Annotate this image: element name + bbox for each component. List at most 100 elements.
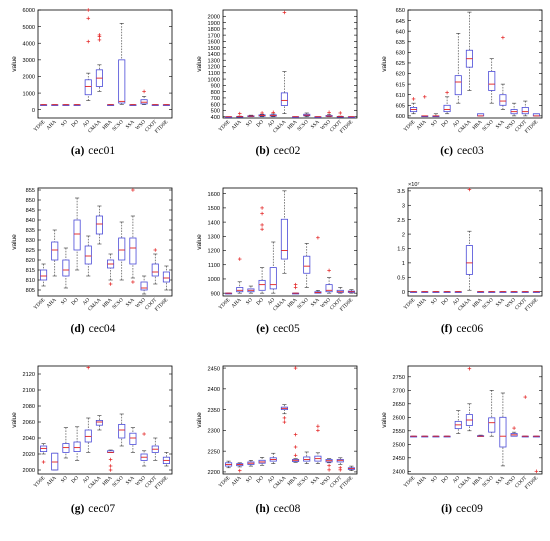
category-label: CMAA — [272, 297, 287, 312]
y-tick-label: 2000 — [208, 14, 220, 20]
outlier-marker — [86, 16, 91, 21]
box-DO — [73, 197, 81, 271]
box-AO — [269, 452, 277, 464]
category-label: SSA — [495, 475, 506, 486]
box-YDSE — [40, 104, 48, 106]
y-tick-label: 2500 — [393, 443, 405, 449]
chart-cec02: 4005006007008009001000110012001300140015… — [196, 9, 358, 135]
category-label: AHA — [45, 297, 57, 309]
box-FTDSE — [162, 265, 170, 291]
category-label: AHA — [415, 119, 427, 131]
iqr-box — [84, 79, 92, 96]
y-tick-label: 2650 — [393, 402, 405, 408]
category-label: SCSO — [296, 119, 310, 133]
category-label: AHA — [230, 297, 242, 309]
box-CMAA — [280, 10, 288, 114]
y-multiplier: ×10⁷ — [408, 181, 420, 188]
outlier-marker — [327, 110, 331, 115]
category-label: AO — [82, 475, 92, 485]
box-SSA — [314, 424, 322, 464]
chart-cec07: 2000 2020 2040 2060 2080 2100 2120 value YDSEAHA… — [11, 365, 173, 491]
y-tick-label: 600 — [211, 102, 220, 108]
iqr-box — [280, 92, 288, 106]
panel-caption: (a) cec01 — [5, 145, 181, 157]
y-tick-label: 610 — [396, 93, 405, 99]
box-FTDSE — [532, 435, 540, 474]
box-DO — [443, 90, 451, 115]
y-tick-label: 850 — [26, 198, 35, 204]
category-label: AHA — [230, 119, 242, 131]
iqr-box — [236, 287, 244, 293]
box-COOT — [151, 248, 159, 285]
y-tick-label: 835 — [26, 228, 35, 234]
box-COOT — [521, 395, 529, 438]
y-tick-label: 900 — [211, 84, 220, 90]
outlier-marker — [131, 280, 135, 284]
outlier-marker — [293, 445, 298, 449]
box-AO — [269, 241, 277, 294]
outlier-marker — [422, 95, 427, 99]
category-label: AO — [267, 297, 277, 307]
y-tick-label: 1000 — [23, 91, 35, 97]
y-axis-label: value — [11, 56, 18, 72]
y-tick-label: 2.5 — [397, 218, 405, 224]
category-label: SSA — [125, 297, 136, 308]
outlier-marker — [153, 248, 158, 252]
box-FTDSE — [162, 452, 170, 467]
box-SO — [432, 113, 440, 118]
chart-cec03: 600 605 610 615 620 625 630 635 640 645 650 value YD… — [381, 8, 543, 135]
y-axis-label: value — [381, 412, 388, 428]
outlier-marker — [282, 416, 287, 420]
iqr-box — [488, 417, 496, 433]
panel-letter: (d) — [70, 323, 85, 335]
y-tick-label: 2100 — [23, 388, 35, 394]
outlier-marker — [282, 420, 287, 424]
y-tick-label: 1200 — [208, 249, 220, 255]
category-label: SO — [245, 297, 254, 306]
outlier-marker — [467, 366, 472, 371]
panel-letter: (e) — [256, 323, 269, 335]
category-label: CMAA — [272, 119, 287, 134]
category-label: SO — [245, 475, 254, 484]
box-SSA — [499, 35, 507, 110]
y-tick-label: 2750 — [393, 375, 405, 381]
y-tick-label: 810 — [26, 278, 35, 284]
panel-letter: (i) — [441, 503, 453, 515]
panel-caption: (h) cec08 — [190, 503, 366, 515]
panel-letter: (c) — [440, 145, 453, 157]
box-COOT — [151, 104, 159, 106]
category-label: SSA — [125, 475, 136, 486]
y-axis-label: value — [196, 412, 203, 428]
box-YDSE — [40, 263, 48, 287]
iqr-box — [129, 237, 137, 265]
box-DO — [258, 111, 266, 118]
category-label: AHA — [415, 297, 427, 309]
outlier-marker — [293, 453, 298, 458]
y-tick-label: 1300 — [208, 58, 220, 64]
y-tick-label: 1 — [402, 261, 405, 267]
y-tick-label: 2300 — [208, 429, 220, 435]
category-label: YDSE — [33, 119, 47, 133]
outlier-marker — [108, 468, 113, 472]
box-HBA — [477, 291, 485, 293]
box-WSO — [140, 275, 148, 295]
category-label: SO — [245, 119, 254, 128]
outlier-marker — [108, 282, 113, 286]
iqr-box — [151, 263, 159, 277]
box-SO — [247, 285, 255, 294]
iqr-box — [118, 423, 126, 439]
y-tick-label: 1100 — [208, 263, 220, 269]
outlier-marker — [501, 35, 505, 40]
box-WSO — [325, 268, 333, 294]
box-AHA — [421, 435, 429, 438]
box-CMAA — [280, 404, 288, 424]
y-tick-label: 845 — [26, 208, 35, 214]
category-label: AO — [267, 475, 277, 485]
outlier-marker — [41, 460, 46, 464]
outlier-marker — [316, 428, 320, 433]
category-label: DO — [70, 297, 80, 307]
outlier-marker — [108, 464, 113, 468]
plot-frame — [222, 187, 358, 297]
chart-cec04: 805 810 815 820 825 830 835 840 845 850 855 value YD… — [11, 187, 173, 313]
box-AO — [454, 32, 462, 104]
